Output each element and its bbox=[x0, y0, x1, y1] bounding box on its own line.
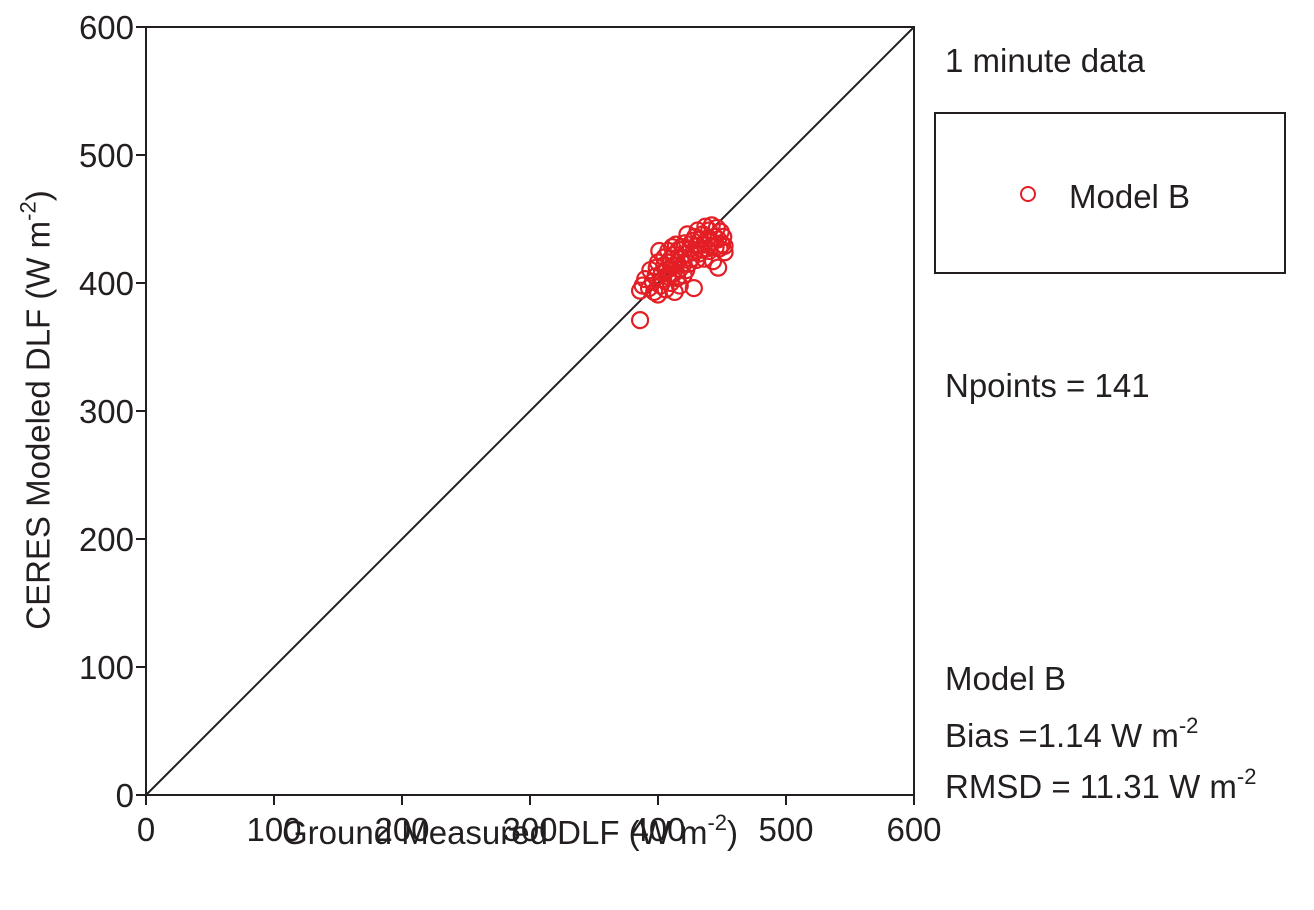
y-axis: 0 100 200 300 400 500 600 bbox=[79, 9, 146, 814]
bias-stat: Bias =1.14 W m-2 bbox=[945, 713, 1199, 754]
data-point bbox=[630, 311, 650, 330]
x-tick-label: 600 bbox=[886, 811, 941, 848]
x-tick-label: 300 bbox=[502, 811, 557, 848]
y-tick-label: 300 bbox=[79, 393, 134, 430]
data-point bbox=[636, 270, 655, 289]
legend-marker-icon bbox=[1020, 186, 1036, 202]
one-to-one-line-group bbox=[145, 26, 915, 796]
y-tick-label: 100 bbox=[79, 649, 134, 686]
rmsd-stat: RMSD = 11.31 W m-2 bbox=[945, 764, 1257, 805]
data-point bbox=[707, 218, 726, 238]
chart-subtitle: 1 minute data bbox=[945, 42, 1145, 79]
data-point bbox=[709, 258, 728, 277]
data-points bbox=[630, 216, 734, 330]
data-point bbox=[684, 279, 703, 298]
y-tick-label: 400 bbox=[79, 265, 134, 302]
y-tick-label: 500 bbox=[79, 137, 134, 174]
x-tick-label: 500 bbox=[758, 811, 813, 848]
legend: Model B bbox=[934, 112, 1286, 274]
x-tick-label: 400 bbox=[630, 811, 685, 848]
y-tick-label: 600 bbox=[79, 9, 134, 46]
x-tick-label: 100 bbox=[246, 811, 301, 848]
y-tick-label: 0 bbox=[116, 777, 134, 814]
npoints-label: Npoints = 141 bbox=[945, 367, 1150, 404]
data-point bbox=[715, 243, 734, 262]
y-tick-label: 200 bbox=[79, 521, 134, 558]
x-axis-title: Ground Measured DLF (W m-2) bbox=[282, 810, 739, 851]
one-to-one-line bbox=[145, 26, 915, 796]
x-tick-label: 200 bbox=[374, 811, 429, 848]
data-point bbox=[715, 236, 734, 255]
x-axis: 0 100 200 300 400 500 600 bbox=[137, 795, 942, 848]
legend-label: Model B bbox=[1069, 178, 1191, 215]
stats-model-name: Model B bbox=[945, 660, 1067, 697]
y-axis-title: CERES Modeled DLF (W m-2) bbox=[15, 190, 57, 630]
x-tick-label: 0 bbox=[137, 811, 155, 848]
